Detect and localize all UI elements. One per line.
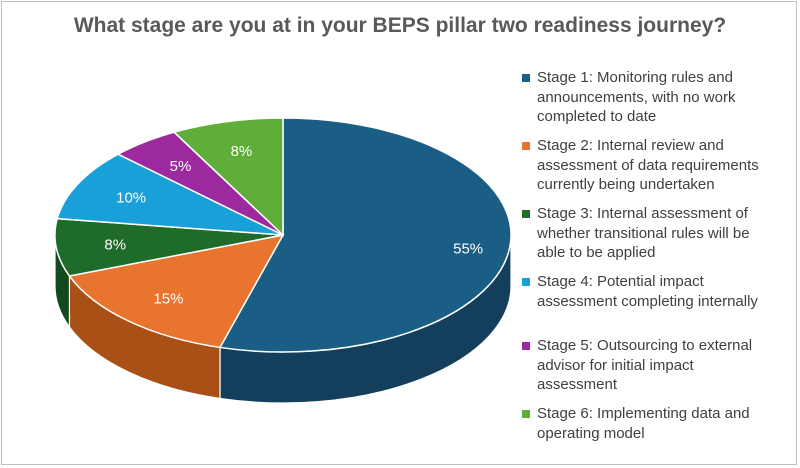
- legend-label-line: whether transitional rules will be: [537, 224, 750, 242]
- pie-slice-6: [172, 117, 284, 237]
- chart-title: What stage are you at in your BEPS pilla…: [73, 14, 727, 37]
- slice-label-2: 15%: [153, 291, 183, 308]
- slice-label-4: 10%: [116, 189, 146, 206]
- pie-slice-2: [68, 233, 285, 349]
- legend-swatch: [522, 74, 530, 82]
- legend-swatch: [522, 410, 530, 418]
- legend-label-line: Stage 1: Monitoring rules and: [537, 69, 733, 86]
- legend-label-line: advisor for initial impact: [537, 356, 694, 374]
- legend-label-line: currently being undertaken: [537, 176, 715, 193]
- slice-label-1: 55%: [453, 240, 483, 257]
- legend-label-line: assessment completing internally: [537, 292, 758, 310]
- legend-swatch: [522, 278, 530, 286]
- legend-item-stage-3: Stage 3: Internal assessment of whether t…: [522, 204, 792, 263]
- legend-label-line: Stage 5: Outsourcing to external: [537, 337, 753, 354]
- slice-label-3: 8%: [104, 236, 126, 253]
- legend-swatch: [522, 142, 530, 150]
- legend-label-line: operating model: [537, 424, 645, 442]
- slice-label-5: 5%: [170, 158, 192, 175]
- legend-label-line: able to be applied: [537, 244, 656, 261]
- legend-item-stage-1: Stage 1: Monitoring rules and announcemen…: [522, 68, 792, 127]
- legend-item-stage-6: Stage 6: Implementing data and operating …: [522, 404, 792, 443]
- pie-slice-4: [56, 153, 284, 236]
- legend-label-line: assessment of data requirements: [537, 156, 759, 174]
- pie-slice-1: [218, 117, 512, 353]
- legend-label-line: Stage 4: Potential impact: [537, 273, 704, 290]
- slice-label-6: 8%: [231, 143, 253, 160]
- legend-item-stage-5: Stage 5: Outsourcing to external advisor …: [522, 336, 792, 395]
- legend-label-line: Stage 2: Internal review and: [537, 137, 724, 154]
- legend-swatch: [522, 342, 530, 350]
- legend-item-stage-4: Stage 4: Potential impact assessment comp…: [522, 272, 792, 311]
- legend-label-line: announcements, with no work: [537, 88, 736, 106]
- legend-label-line: completed to date: [537, 108, 657, 125]
- legend-label-line: Stage 3: Internal assessment of: [537, 205, 748, 222]
- legend-label-line: Stage 6: Implementing data and: [537, 405, 750, 422]
- legend-label-line: assessment: [537, 376, 618, 393]
- legend-item-stage-2: Stage 2: Internal review and assessment o…: [522, 136, 792, 195]
- legend-swatch: [522, 210, 530, 218]
- pie-slice-3: [54, 217, 284, 277]
